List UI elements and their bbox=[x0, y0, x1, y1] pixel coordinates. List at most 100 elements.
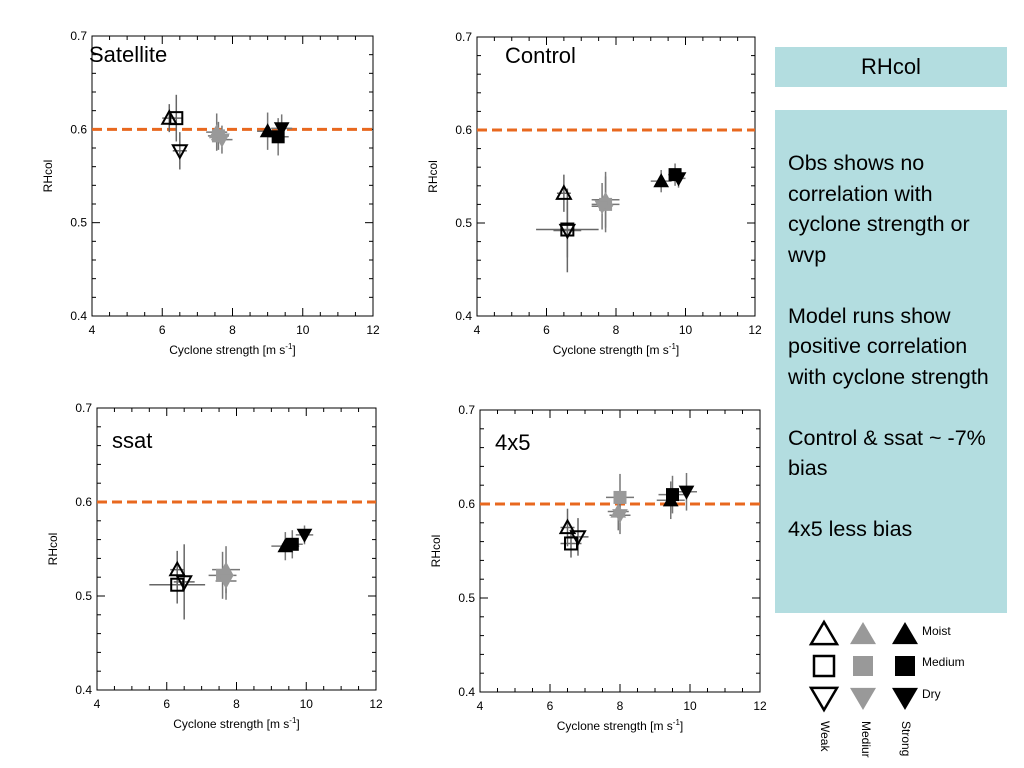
point-strong-dry bbox=[273, 122, 290, 137]
y-axis-label: RHcol bbox=[46, 533, 60, 566]
point-strong-medium bbox=[666, 488, 679, 502]
legend-marker-strong-medium bbox=[895, 656, 915, 676]
x-tick-label: 6 bbox=[543, 323, 550, 337]
legend-marker-medium-dry bbox=[850, 687, 876, 710]
y-tick-label: 0.7 bbox=[458, 403, 475, 417]
x-tick-label: 12 bbox=[748, 323, 762, 337]
y-tick-label: 0.7 bbox=[70, 29, 87, 43]
legend-marker-strong-dry bbox=[892, 687, 918, 710]
chart-panel-2: 4 6 8 10 12 0.4 0.5 0.6 0.7 Cyclone strength [m s… bbox=[426, 30, 762, 357]
legend-marker-medium-medium bbox=[853, 656, 873, 676]
point-weak-dry bbox=[558, 223, 577, 240]
x-tick-label: 12 bbox=[369, 697, 383, 711]
note-obs: Obs shows no correlation with cyclone st… bbox=[788, 151, 970, 267]
point-weak-medium bbox=[170, 577, 185, 592]
x-tick-label: 8 bbox=[617, 699, 624, 713]
y-tick-label: 0.4 bbox=[75, 683, 92, 697]
note-bias: Control & ssat ~ -7% bias bbox=[788, 425, 986, 481]
point-weak-moist bbox=[168, 560, 186, 577]
legend-label-medium-strength: Mediur bbox=[859, 721, 873, 758]
y-tick-label: 0.7 bbox=[75, 401, 92, 415]
legend-label-medium: Medium bbox=[922, 655, 965, 669]
chart-panel-1: 4 6 8 10 12 0.4 0.5 0.6 0.7 Cyclone strength [m s… bbox=[41, 29, 380, 357]
x-tick-label: 10 bbox=[679, 323, 693, 337]
point-strong-dry bbox=[670, 172, 687, 187]
legend-marker-strong-moist bbox=[892, 622, 918, 645]
point-strong-medium bbox=[285, 537, 299, 551]
chart-title: Satellite bbox=[89, 42, 167, 67]
point-weak-dry bbox=[171, 144, 189, 160]
x-tick-label: 4 bbox=[477, 699, 484, 713]
marker-legend bbox=[808, 619, 918, 713]
point-weak-moist bbox=[555, 184, 573, 200]
legend-marker-weak-moist bbox=[808, 619, 840, 646]
x-tick-label: 8 bbox=[613, 323, 620, 337]
x-tick-label: 8 bbox=[233, 697, 240, 711]
y-tick-label: 0.4 bbox=[70, 309, 87, 323]
y-tick-label: 0.4 bbox=[455, 309, 472, 323]
y-tick-label: 0.5 bbox=[455, 216, 472, 230]
point-medium-dry bbox=[594, 200, 610, 215]
y-tick-label: 0.6 bbox=[70, 122, 87, 136]
legend-label-dry: Dry bbox=[922, 687, 941, 701]
notes-panel: Obs shows no correlation with cyclone st… bbox=[775, 110, 1007, 613]
x-tick-label: 4 bbox=[89, 323, 96, 337]
point-weak-moist bbox=[160, 109, 178, 125]
point-weak-moist bbox=[558, 518, 577, 535]
x-tick-label: 6 bbox=[163, 697, 170, 711]
x-axis-label: Cyclone strength [m s-1] bbox=[557, 718, 684, 733]
x-tick-label: 8 bbox=[229, 323, 236, 337]
x-tick-label: 10 bbox=[300, 697, 314, 711]
point-medium-dry bbox=[612, 509, 628, 524]
chart-panel-3: 4 6 8 10 12 0.4 0.5 0.6 0.7 Cyclone strength [m s… bbox=[46, 401, 383, 731]
x-axis-label: Cyclone strength [m s-1] bbox=[169, 342, 296, 357]
chart-panel-4: 4 6 8 10 12 0.4 0.5 0.6 0.7 Cyclone strength [m s… bbox=[429, 403, 767, 733]
chart-title: Control bbox=[505, 43, 576, 68]
legend-marker-weak-medium bbox=[812, 654, 836, 678]
y-axis-label: RHcol bbox=[429, 535, 443, 568]
point-weak-dry bbox=[175, 575, 193, 591]
point-weak-medium bbox=[169, 111, 184, 126]
point-strong-moist bbox=[653, 173, 670, 188]
chart-title: ssat bbox=[112, 428, 152, 453]
x-tick-label: 12 bbox=[753, 699, 767, 713]
x-tick-label: 4 bbox=[474, 323, 481, 337]
x-tick-label: 4 bbox=[94, 697, 101, 711]
plot-frame bbox=[476, 36, 756, 317]
chart-title: 4x5 bbox=[495, 430, 530, 455]
x-tick-label: 6 bbox=[547, 699, 554, 713]
legend-label-moist: Moist bbox=[922, 624, 951, 638]
point-strong-dry bbox=[678, 485, 695, 500]
point-medium-dry bbox=[218, 574, 234, 589]
y-tick-label: 0.5 bbox=[458, 591, 475, 605]
point-weak-dry bbox=[569, 530, 587, 546]
x-tick-label: 6 bbox=[159, 323, 166, 337]
x-tick-label: 10 bbox=[683, 699, 697, 713]
note-model: Model runs show positive correlation wit… bbox=[788, 303, 989, 389]
y-tick-label: 0.4 bbox=[458, 685, 475, 699]
y-axis-label: RHcol bbox=[41, 160, 55, 193]
legend-label-weak: Weak bbox=[818, 721, 832, 752]
legend-marker-medium-moist bbox=[850, 622, 876, 645]
y-tick-label: 0.6 bbox=[458, 497, 475, 511]
y-tick-label: 0.7 bbox=[455, 30, 472, 44]
point-medium-medium bbox=[613, 490, 627, 504]
plot-frame bbox=[91, 35, 374, 317]
rhcol-title-box: RHcol bbox=[775, 47, 1007, 87]
legend-label-strong: Strong bbox=[899, 721, 913, 757]
y-tick-label: 0.5 bbox=[70, 216, 87, 230]
point-strong-moist bbox=[259, 123, 276, 138]
y-tick-label: 0.6 bbox=[75, 495, 92, 509]
y-tick-label: 0.6 bbox=[455, 123, 472, 137]
y-tick-label: 0.5 bbox=[75, 589, 92, 603]
x-tick-label: 10 bbox=[296, 323, 310, 337]
rhcol-title: RHcol bbox=[861, 54, 921, 79]
point-medium-dry bbox=[214, 133, 230, 148]
point-strong-dry bbox=[296, 528, 313, 543]
x-tick-label: 12 bbox=[366, 323, 380, 337]
note-4x5: 4x5 less bias bbox=[788, 517, 913, 541]
y-axis-label: RHcol bbox=[426, 160, 440, 193]
x-axis-label: Cyclone strength [m s-1] bbox=[553, 342, 680, 357]
x-axis-label: Cyclone strength [m s-1] bbox=[173, 716, 300, 731]
